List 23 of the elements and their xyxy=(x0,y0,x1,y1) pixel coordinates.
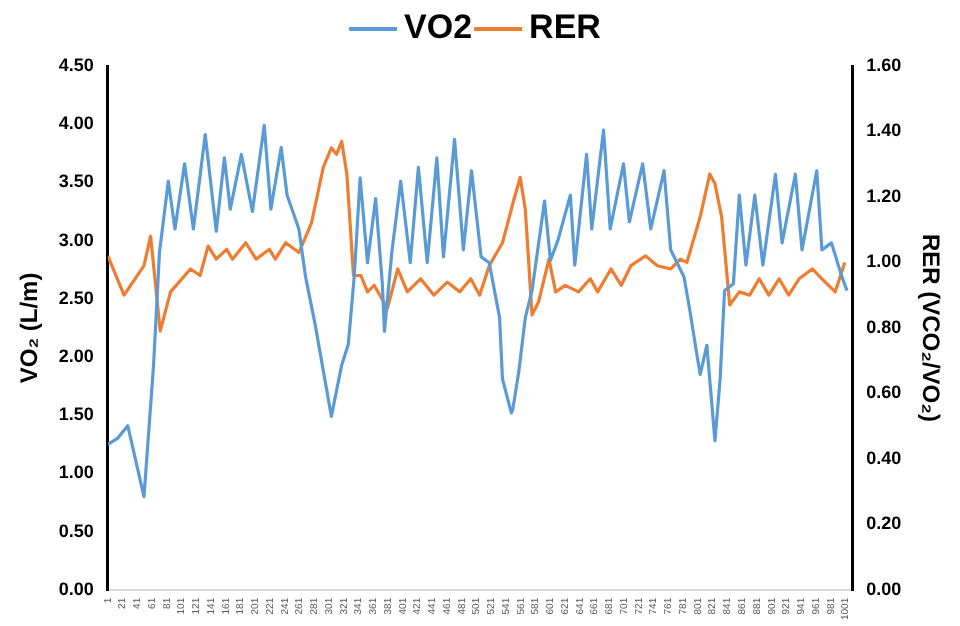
y-tick-label: 0.50 xyxy=(58,520,94,541)
y-tick-label: 2.50 xyxy=(58,287,94,308)
y-tick-label: 4.50 xyxy=(58,54,94,75)
y2-tick-label: 0.20 xyxy=(866,513,902,534)
y-tick-label: 3.00 xyxy=(58,229,94,250)
y-tick-label: 1.50 xyxy=(58,404,94,425)
y2-axis-title: RER (VCO₂/VO₂) xyxy=(916,233,945,422)
y2-tick-label: 0.60 xyxy=(866,382,902,403)
y2-tick-label: 0.40 xyxy=(866,447,902,468)
y-tick-label: 1.00 xyxy=(58,462,94,483)
y-tick-label: 2.00 xyxy=(58,345,94,366)
legend-label: VO2 xyxy=(404,8,473,47)
y2-tick-label: 0.00 xyxy=(866,578,902,599)
y-tick-label: 3.50 xyxy=(58,171,94,192)
legend-label: RER xyxy=(529,8,601,47)
y-axis-title: VO₂ (L/m) xyxy=(15,272,44,384)
y2-tick-label: 1.00 xyxy=(866,251,902,272)
y2-tick-label: 1.40 xyxy=(866,120,902,141)
y2-tick-label: 0.80 xyxy=(866,316,902,337)
y2-tick-label: 1.20 xyxy=(866,185,902,206)
y-tick-label: 4.00 xyxy=(58,113,94,134)
y-tick-label: 0.00 xyxy=(58,578,94,599)
y2-tick-label: 1.60 xyxy=(866,54,902,75)
